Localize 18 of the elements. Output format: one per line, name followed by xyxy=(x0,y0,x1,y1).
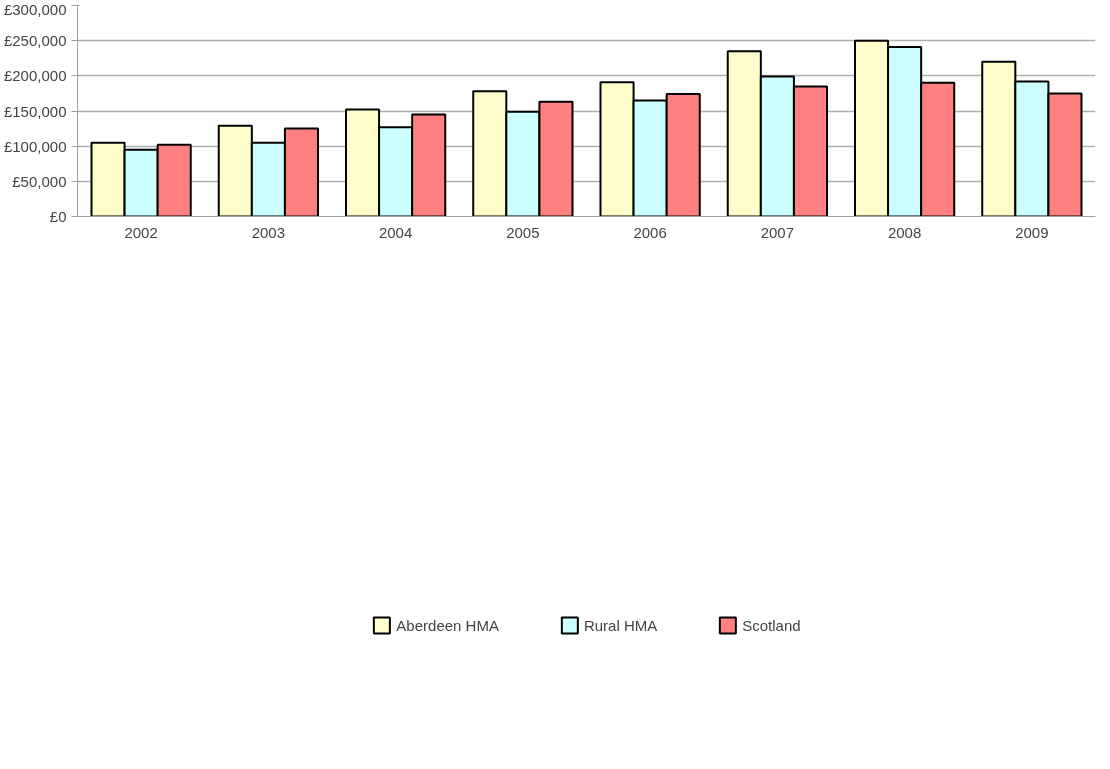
y-tick-label: £150,000 xyxy=(3,102,67,120)
legend-label: Scotland xyxy=(742,616,801,634)
x-tick-label: 2002 xyxy=(124,223,158,241)
y-tick-label: £250,000 xyxy=(3,32,67,50)
x-tick-label: 2007 xyxy=(760,223,795,241)
x-tick-label: 2006 xyxy=(633,223,667,241)
legend-label: Aberdeen HMA xyxy=(396,616,499,634)
x-tick-label: 2004 xyxy=(378,223,413,241)
y-tick-label: £100,000 xyxy=(3,137,67,155)
x-tick-label: 2008 xyxy=(887,223,922,241)
x-tick-label: 2005 xyxy=(506,223,540,241)
legend-label: Rural HMA xyxy=(583,616,658,634)
y-tick-label: £50,000 xyxy=(12,172,67,190)
x-tick-label: 2009 xyxy=(1015,223,1049,241)
y-tick-label: £200,000 xyxy=(3,67,67,85)
y-tick-label: £0 xyxy=(49,208,67,225)
x-tick-label: 2003 xyxy=(251,223,286,241)
y-tick-label: £300,000 xyxy=(3,0,67,18)
